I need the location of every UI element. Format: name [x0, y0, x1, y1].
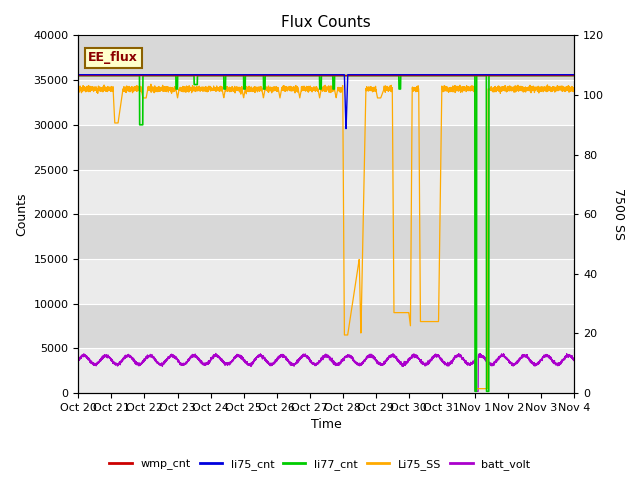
Bar [79, 36, 574, 80]
Y-axis label: Counts: Counts [15, 192, 28, 236]
Text: EE_flux: EE_flux [88, 51, 138, 64]
Bar [79, 125, 574, 169]
Bar [79, 214, 574, 259]
Y-axis label: 7500 SS: 7500 SS [612, 188, 625, 240]
Bar [79, 80, 574, 125]
Bar [79, 169, 574, 214]
Bar [79, 259, 574, 304]
Legend: wmp_cnt, li75_cnt, li77_cnt, Li75_SS, batt_volt: wmp_cnt, li75_cnt, li77_cnt, Li75_SS, ba… [105, 455, 535, 474]
Title: Flux Counts: Flux Counts [282, 15, 371, 30]
Bar [79, 348, 574, 393]
X-axis label: Time: Time [311, 419, 342, 432]
Bar [79, 304, 574, 348]
